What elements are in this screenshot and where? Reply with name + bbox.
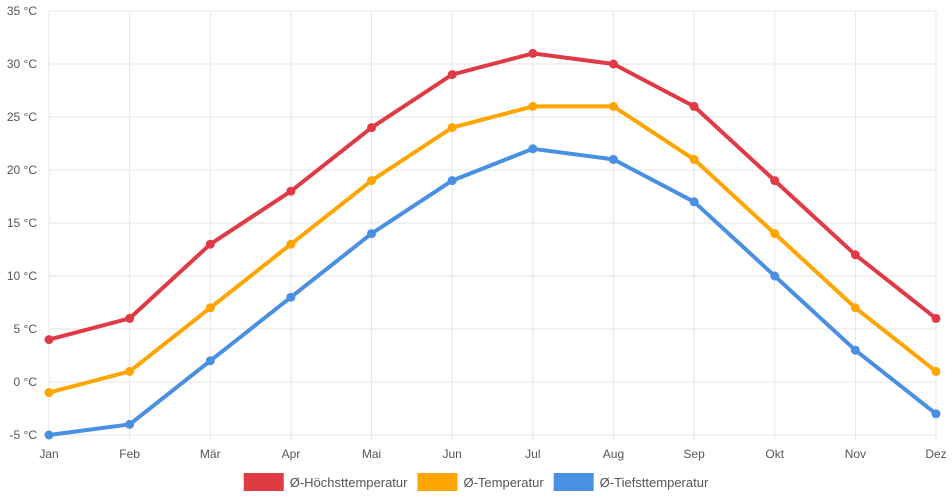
data-point[interactable] — [205, 356, 215, 366]
series-line-0 — [47, 51, 938, 342]
x-tick-label: Dez — [925, 447, 946, 461]
legend[interactable]: Ø-Höchsttemperatur Ø-Temperatur Ø-Tiefstte… — [243, 473, 709, 491]
x-tick-label: Aug — [603, 447, 624, 461]
data-point[interactable] — [367, 123, 377, 133]
y-tick-label: 5 °C — [14, 322, 38, 336]
data-point[interactable] — [44, 335, 54, 345]
x-tick-label: Okt — [765, 447, 784, 461]
x-tick-label: Jun — [443, 447, 462, 461]
data-point[interactable] — [689, 154, 699, 164]
data-point[interactable] — [770, 176, 780, 186]
legend-label: Ø-Tiefsttemperatur — [600, 475, 709, 490]
x-tick-label: Feb — [119, 447, 140, 461]
data-point[interactable] — [125, 366, 135, 376]
data-point[interactable] — [850, 345, 860, 355]
data-point[interactable] — [205, 239, 215, 249]
x-tick-label: Mär — [200, 447, 221, 461]
data-point[interactable] — [931, 313, 941, 323]
data-point[interactable] — [931, 366, 941, 376]
series-line-1 — [47, 104, 938, 395]
x-tick-label: Sep — [683, 447, 705, 461]
data-point[interactable] — [367, 229, 377, 239]
x-axis: Jan Feb Mär Apr Mai Jun Jul Aug Sep Okt Nov Dez — [39, 447, 946, 461]
y-axis: -5 °C 0 °C 5 °C 10 °C 15 °C 20 °C 25 °C 30 °C 35… — [7, 4, 37, 442]
data-point[interactable] — [447, 176, 457, 186]
legend-item[interactable]: Ø-Tiefsttemperatur — [553, 473, 709, 491]
series-group — [44, 48, 941, 440]
data-point[interactable] — [528, 144, 538, 154]
data-point[interactable] — [286, 186, 296, 196]
y-tick-label: 0 °C — [14, 375, 38, 389]
data-point[interactable] — [528, 101, 538, 111]
data-point[interactable] — [44, 388, 54, 398]
y-tick-label: 25 °C — [7, 110, 37, 124]
data-point[interactable] — [528, 48, 538, 58]
legend-swatch — [417, 473, 458, 491]
data-point[interactable] — [125, 313, 135, 323]
legend-label: Ø-Höchsttemperatur — [290, 475, 408, 490]
data-point[interactable] — [770, 271, 780, 281]
x-tick-label: Apr — [282, 447, 301, 461]
data-point[interactable] — [689, 101, 699, 111]
x-tick-label: Jul — [525, 447, 540, 461]
data-point[interactable] — [447, 123, 457, 133]
data-point[interactable] — [367, 176, 377, 186]
x-tick-label: Nov — [845, 447, 866, 461]
legend-item[interactable]: Ø-Höchsttemperatur — [243, 473, 408, 491]
y-tick-label: 10 °C — [7, 269, 37, 283]
y-tick-label: 15 °C — [7, 216, 37, 230]
data-point[interactable] — [608, 59, 618, 69]
data-point[interactable] — [689, 197, 699, 207]
legend-swatch — [243, 473, 284, 491]
data-point[interactable] — [125, 419, 135, 429]
data-point[interactable] — [205, 303, 215, 313]
y-tick-label: -5 °C — [10, 428, 38, 442]
data-point[interactable] — [850, 303, 860, 313]
x-tick-label: Mai — [362, 447, 381, 461]
legend-label: Ø-Temperatur — [463, 475, 544, 490]
data-point[interactable] — [931, 409, 941, 419]
data-point[interactable] — [44, 430, 54, 440]
series-line-2 — [47, 146, 938, 437]
data-point[interactable] — [770, 229, 780, 239]
grid — [48, 10, 937, 441]
x-tick-label: Jan — [39, 447, 58, 461]
data-point[interactable] — [608, 101, 618, 111]
data-point[interactable] — [850, 250, 860, 260]
data-point[interactable] — [608, 154, 618, 164]
data-point[interactable] — [286, 239, 296, 249]
y-tick-label: 35 °C — [7, 4, 37, 18]
legend-item[interactable]: Ø-Temperatur — [417, 473, 544, 491]
y-tick-label: 30 °C — [7, 57, 37, 71]
data-point[interactable] — [286, 292, 296, 302]
data-point[interactable] — [447, 70, 457, 80]
y-tick-label: 20 °C — [7, 163, 37, 177]
legend-swatch — [553, 473, 594, 491]
